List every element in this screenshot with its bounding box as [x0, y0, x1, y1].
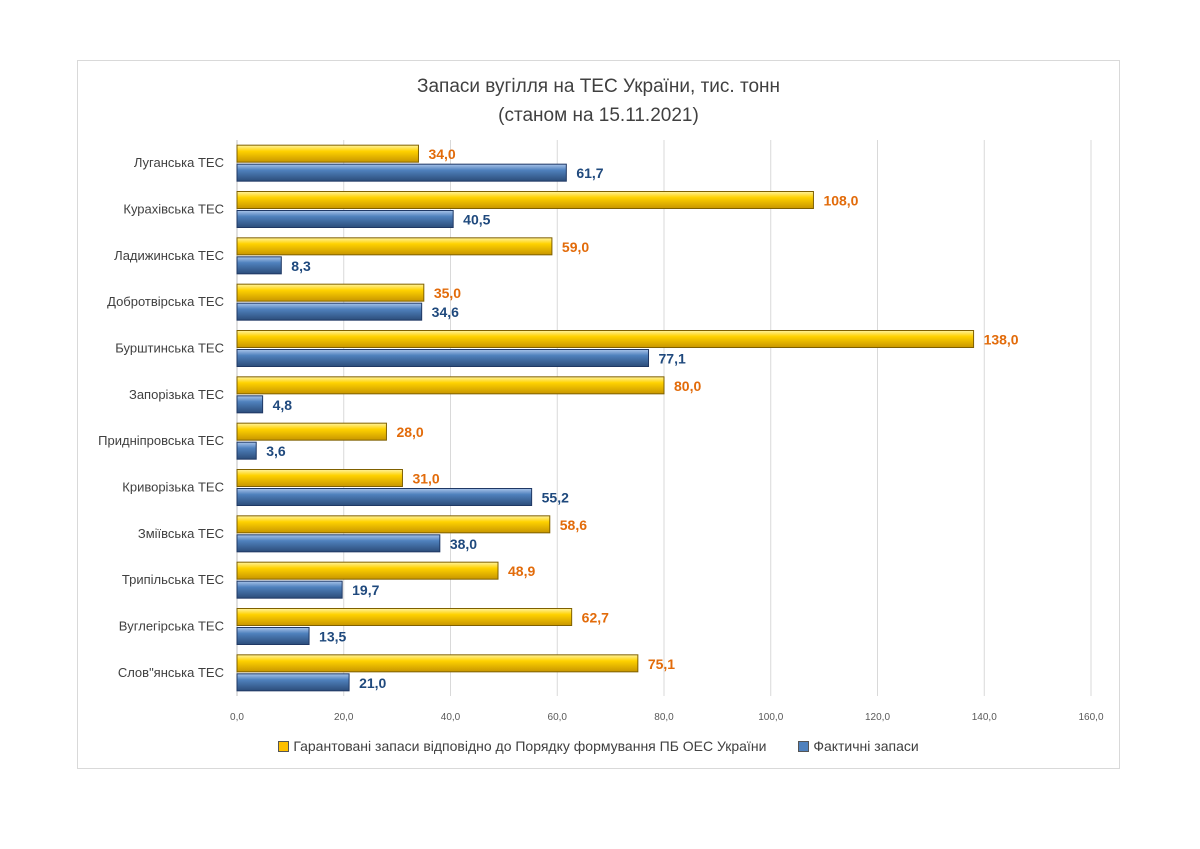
- data-label: 62,7: [582, 610, 609, 626]
- bar-guaranteed: [236, 469, 403, 487]
- category-label: Курахівська ТЕС: [123, 202, 224, 217]
- legend-item-guaranteed: Гарантовані запаси відповідно до Порядку…: [278, 738, 766, 754]
- bar-actual: [236, 534, 441, 553]
- category-label: Трипільська ТЕС: [122, 572, 224, 587]
- bar-guaranteed: [236, 561, 499, 580]
- data-label: 8,3: [291, 258, 311, 274]
- data-label: 4,8: [273, 397, 293, 413]
- category-label: Добротвірська ТЕС: [107, 294, 224, 309]
- x-tick-label: 60,0: [548, 712, 568, 723]
- category-label: Бурштинська ТЕС: [115, 341, 224, 356]
- bar-guaranteed: [236, 422, 387, 441]
- legend-swatch: [278, 740, 290, 752]
- data-label: 75,1: [648, 656, 675, 672]
- title-line: Запаси вугілля на ТЕС України, тис. тонн: [417, 76, 780, 97]
- data-label: 48,9: [508, 563, 535, 579]
- legend-swatch: [798, 740, 810, 752]
- bar-guaranteed: [236, 330, 975, 348]
- data-label: 58,6: [560, 517, 587, 533]
- data-label: 138,0: [984, 332, 1019, 348]
- category-label: Криворізька ТЕС: [122, 480, 224, 495]
- bar-actual: [236, 673, 350, 692]
- data-label: 34,0: [428, 146, 455, 162]
- data-label: 80,0: [674, 378, 701, 394]
- bar-actual: [236, 163, 567, 182]
- legend: Гарантовані запаси відповідно до Порядку…: [77, 738, 1120, 755]
- legend-label: Гарантовані запаси відповідно до Порядку…: [293, 738, 767, 754]
- x-tick-label: 140,0: [972, 712, 997, 723]
- legend-item-actual: Фактичні запаси: [798, 738, 919, 754]
- data-label: 59,0: [562, 239, 589, 255]
- data-label: 108,0: [823, 193, 858, 209]
- data-label: 28,0: [396, 424, 423, 440]
- bar-actual: [236, 580, 343, 599]
- x-tick-label: 120,0: [865, 712, 890, 723]
- data-label: 21,0: [359, 675, 386, 691]
- data-label: 13,5: [319, 629, 346, 645]
- data-label: 35,0: [434, 285, 461, 301]
- category-label: Вуглегірська ТЕС: [119, 619, 224, 634]
- x-tick-label: 0,0: [230, 712, 244, 723]
- data-label: 38,0: [450, 536, 477, 552]
- x-tick-label: 20,0: [334, 712, 354, 723]
- bar-actual: [236, 302, 423, 321]
- bar-actual: [236, 395, 264, 414]
- bar-guaranteed: [236, 376, 665, 395]
- bar-actual: [236, 349, 650, 367]
- chart-title: Запаси вугілля на ТЕС України, тис. тонн…: [77, 72, 1120, 130]
- subtitle-line: (станом на 15.11.2021): [498, 105, 699, 126]
- bar-guaranteed: [236, 515, 551, 534]
- data-label: 40,5: [463, 212, 490, 228]
- x-tick-label: 160,0: [1078, 712, 1103, 723]
- bar-actual: [236, 488, 533, 506]
- category-label: Слов"янська ТЕС: [118, 665, 224, 680]
- category-label: Ладижинська ТЕС: [114, 248, 224, 263]
- category-label: Луганська ТЕС: [134, 155, 224, 170]
- bar-guaranteed: [236, 654, 639, 673]
- data-label: 31,0: [412, 471, 439, 487]
- bar-actual: [236, 256, 282, 275]
- data-label: 3,6: [266, 443, 286, 459]
- data-label: 77,1: [659, 351, 686, 367]
- bar-actual: [236, 627, 310, 645]
- data-label: 61,7: [576, 165, 603, 181]
- bar-guaranteed: [236, 237, 553, 256]
- x-tick-label: 80,0: [654, 712, 674, 723]
- bar-guaranteed: [236, 283, 425, 302]
- category-label: Зміївська ТЕС: [138, 526, 224, 541]
- chart-frame: [77, 60, 1120, 769]
- category-label: Запорізька ТЕС: [129, 387, 224, 402]
- bar-actual: [236, 210, 454, 228]
- bar-actual: [236, 441, 257, 460]
- legend-label: Фактичні запаси: [813, 738, 919, 754]
- bar-guaranteed: [236, 191, 814, 209]
- data-label: 55,2: [542, 490, 569, 506]
- bar-guaranteed: [236, 144, 419, 163]
- bar-guaranteed: [236, 608, 573, 626]
- data-label: 34,6: [432, 304, 459, 320]
- x-tick-label: 40,0: [441, 712, 461, 723]
- data-label: 19,7: [352, 582, 379, 598]
- category-label: Придніпровська ТЕС: [98, 433, 224, 448]
- x-tick-label: 100,0: [758, 712, 783, 723]
